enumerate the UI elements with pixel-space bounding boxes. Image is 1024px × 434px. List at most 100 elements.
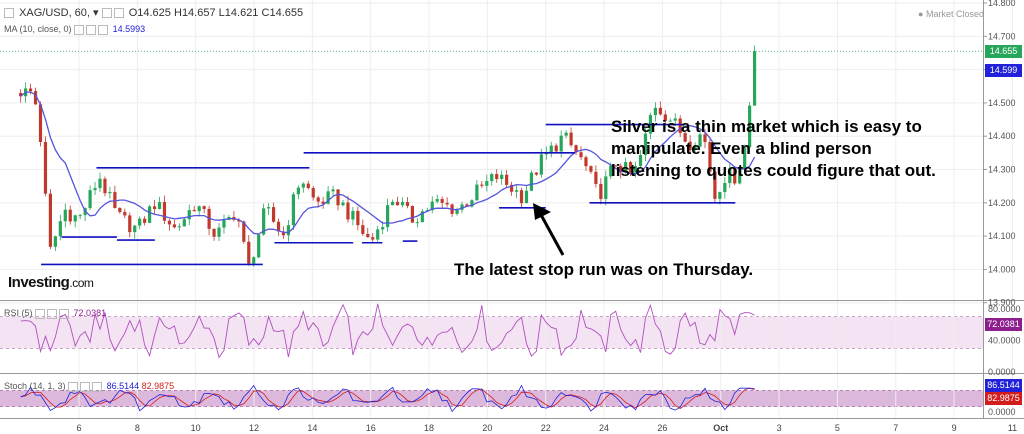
gear-icon[interactable] (113, 8, 124, 19)
candle-body (237, 219, 241, 222)
candle-body (257, 234, 261, 258)
candle-body (182, 219, 186, 227)
candle-body (63, 209, 67, 222)
gear-icon[interactable] (86, 24, 97, 35)
note-line: listening to quotes could figure that ou… (611, 161, 936, 180)
x-tick-label: 16 (366, 423, 376, 433)
candle-body (336, 189, 340, 206)
candle-body (752, 51, 757, 106)
candle-body (58, 221, 62, 237)
candle-body (629, 162, 633, 173)
candle-body (247, 241, 251, 264)
ohlc-close-key: C (261, 7, 270, 19)
close-icon[interactable] (98, 24, 109, 35)
candle-body (167, 220, 172, 225)
x-tick-label: 6 (76, 423, 81, 433)
close-icon[interactable] (92, 381, 103, 392)
candle-body (390, 201, 395, 206)
ma-legend: MA (10, close, 0) 14.5993 (4, 24, 145, 35)
brand-suffix: .com (69, 276, 94, 290)
candle-body (678, 118, 682, 134)
rsi-tick-label: 80.0000 (988, 304, 1021, 314)
rsi-tick-label: 0.0000 (988, 367, 1016, 377)
x-tick-label: 10 (191, 423, 201, 433)
candle-body (197, 206, 201, 212)
candle-body (465, 204, 469, 207)
candle-body (262, 208, 266, 235)
candle-body (147, 206, 152, 223)
candle-body (524, 190, 529, 204)
stoch-label: Stoch (14, 1, 3) (4, 381, 66, 391)
chevron-down-icon[interactable]: ▾ (93, 7, 99, 19)
eye-icon[interactable] (35, 308, 46, 319)
y-tick-label: 14.800 (988, 0, 1016, 8)
candle-body (604, 176, 608, 199)
candle-body (509, 184, 514, 192)
rsi-band (0, 316, 983, 349)
candle-body (663, 114, 667, 121)
candle-body (48, 193, 53, 247)
candle-body (554, 145, 558, 152)
candle-body (445, 202, 449, 205)
stoch-d-tag: 82.9875 (985, 392, 1022, 405)
eye-icon[interactable] (74, 24, 85, 35)
stoch-d-value: 82.9875 (141, 381, 175, 391)
candle-body (356, 210, 360, 226)
candle-body (187, 210, 191, 220)
eye-icon[interactable] (68, 381, 79, 392)
rsi-line (20, 303, 755, 359)
x-tick-label: 8 (135, 423, 140, 433)
candle-body (584, 157, 588, 167)
rsi-label: RSI (5) (4, 308, 33, 318)
candle-body (78, 215, 82, 217)
candle-body (728, 168, 732, 184)
candle-body (123, 211, 127, 216)
rsi-tick-label: 40.0000 (988, 335, 1021, 345)
candle-body (485, 181, 489, 186)
x-tick-label: 7 (893, 423, 898, 433)
candle-body (534, 172, 538, 175)
gear-icon[interactable] (80, 381, 91, 392)
candle-body (157, 202, 162, 209)
candle-body (306, 183, 310, 189)
candle-body (638, 155, 643, 167)
candle-body (668, 120, 672, 122)
collapse-icon[interactable] (4, 8, 14, 19)
candle-body (703, 134, 707, 143)
candle-body (152, 206, 157, 209)
candle-body (480, 184, 484, 186)
candle-body (88, 190, 92, 209)
ohlc-close-value: 14.655 (269, 7, 304, 19)
gear-icon[interactable] (47, 308, 58, 319)
candle-body (118, 207, 122, 212)
note-line: manipulate. Even a blind person (611, 139, 872, 158)
candle-body (470, 200, 474, 207)
candle-body (331, 189, 335, 192)
candle-body (599, 183, 603, 199)
candle-body (276, 221, 281, 232)
candle-body (614, 165, 618, 167)
candle-body (376, 229, 380, 240)
candle-body (108, 192, 112, 194)
arrow-note: The latest stop run was on Thursday. (454, 260, 754, 279)
candle-body (415, 222, 419, 224)
arrow-shaft (538, 212, 565, 256)
candle-body (490, 174, 494, 182)
candle-body (212, 228, 216, 237)
candle-body (698, 134, 702, 147)
candle-body (177, 226, 181, 228)
y-tick-label: 14.700 (988, 31, 1016, 41)
eye-icon[interactable] (101, 8, 112, 19)
candle-body (395, 201, 400, 206)
candle-body (242, 221, 246, 242)
candle-body (643, 133, 648, 156)
x-tick-label: 18 (424, 423, 434, 433)
close-icon[interactable] (59, 308, 70, 319)
ohlc-low-key: L (218, 7, 225, 19)
stoch-band (0, 390, 983, 407)
x-tick-label: 12 (249, 423, 259, 433)
rsi-price-tag: 72.0381 (985, 318, 1022, 331)
x-tick-label: 11 (1008, 423, 1017, 433)
ma-line (20, 91, 756, 235)
